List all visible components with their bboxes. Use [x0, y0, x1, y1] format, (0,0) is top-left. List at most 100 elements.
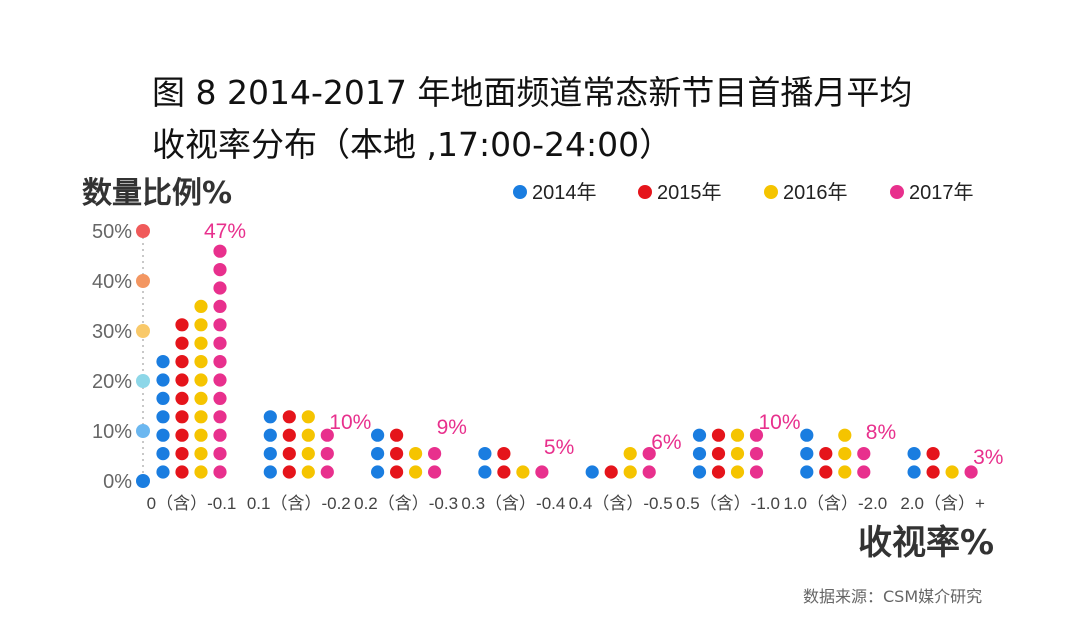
data-dot: [301, 465, 315, 479]
data-label: 10%: [329, 411, 371, 434]
data-label: 8%: [866, 421, 896, 444]
y-tick-marker: [136, 274, 150, 288]
data-dot: [194, 410, 208, 424]
data-dot: [263, 410, 277, 424]
data-dot: [156, 410, 170, 424]
data-dot: [692, 428, 707, 442]
data-dot: [213, 373, 227, 387]
data-dot: [390, 447, 404, 461]
data-dot: [156, 465, 170, 479]
data-dot: [282, 428, 296, 442]
data-dot: [320, 465, 334, 479]
data-dot: [301, 428, 315, 442]
data-dot: [838, 447, 852, 461]
data-dot: [175, 373, 189, 387]
data-dot: [711, 428, 726, 442]
legend-label: 2017年: [909, 181, 974, 204]
data-dot: [194, 465, 208, 479]
data-label: 9%: [437, 416, 467, 439]
data-dot: [263, 465, 277, 479]
data-dot: [516, 465, 530, 479]
data-dot: [194, 299, 208, 313]
data-dot: [907, 465, 921, 479]
data-dot: [409, 447, 423, 461]
data-label: 3%: [973, 446, 1003, 469]
data-dot: [213, 428, 227, 442]
data-dot: [497, 465, 511, 479]
legend-marker: [890, 185, 904, 199]
data-dot: [478, 447, 492, 461]
y-tick-label: 50%: [92, 221, 132, 243]
data-dot: [175, 410, 189, 424]
data-dot: [926, 447, 940, 461]
data-dot: [175, 355, 189, 369]
data-dot: [945, 465, 959, 479]
legend-label: 2015年: [657, 181, 722, 204]
data-dot: [926, 465, 940, 479]
chart-title-line1: 图 8 2014-2017 年地面频道常态新节目首播月平均: [152, 73, 913, 112]
data-dot: [838, 465, 852, 479]
y-tick-label: 20%: [92, 371, 132, 393]
y-axis-label: 数量比例%: [82, 176, 233, 211]
data-dot: [213, 281, 227, 295]
data-dot: [213, 447, 227, 461]
x-tick-label: 0.1（含）-0.2: [247, 494, 351, 513]
data-dot: [156, 373, 170, 387]
data-dot: [263, 428, 277, 442]
data-dot: [800, 428, 814, 442]
data-dot: [320, 447, 334, 461]
data-dot: [907, 447, 921, 461]
data-dot: [213, 391, 227, 405]
data-dot: [692, 447, 707, 461]
data-dot: [857, 465, 871, 479]
data-dot: [478, 465, 492, 479]
data-dot: [213, 299, 227, 313]
data-dot: [390, 465, 404, 479]
data-dot: [623, 465, 637, 479]
legend-marker: [638, 185, 652, 199]
x-tick-label: 0（含）-0.1: [147, 494, 237, 513]
data-dot: [371, 428, 385, 442]
data-dot: [749, 465, 764, 479]
data-dot: [194, 318, 208, 332]
data-dot: [194, 355, 208, 369]
data-dot: [390, 428, 404, 442]
data-dot: [711, 465, 726, 479]
data-dot: [301, 447, 315, 461]
y-tick-marker: [136, 424, 150, 438]
data-dot: [585, 465, 599, 479]
data-dot: [711, 447, 726, 461]
data-dot: [175, 336, 189, 350]
x-tick-label: 0.3（含）-0.4: [461, 494, 565, 513]
data-dot: [604, 465, 618, 479]
data-dot: [213, 263, 227, 277]
data-label: 6%: [651, 431, 681, 454]
y-tick-label: 0%: [103, 471, 132, 493]
y-tick-label: 10%: [92, 421, 132, 443]
data-dot: [371, 447, 385, 461]
data-dot: [213, 410, 227, 424]
y-tick-label: 40%: [92, 271, 132, 293]
data-dot: [857, 447, 871, 461]
data-label: 10%: [759, 411, 801, 434]
data-dot: [838, 428, 852, 442]
data-dot: [964, 465, 978, 479]
data-dot: [156, 428, 170, 442]
data-dot: [194, 428, 208, 442]
data-dot: [535, 465, 549, 479]
data-dot: [409, 465, 423, 479]
source-note: 数据来源：CSM媒介研究: [803, 587, 983, 606]
legend-marker: [513, 185, 527, 199]
data-dot: [749, 428, 764, 442]
data-dot: [623, 447, 637, 461]
chart-title-line2: 收视率分布（本地 ,17:00-24:00）: [152, 125, 673, 164]
x-axis-label: 收视率%: [858, 523, 995, 563]
legend-label: 2014年: [532, 181, 597, 204]
data-dot: [175, 465, 189, 479]
data-dot: [194, 447, 208, 461]
data-dot: [213, 465, 227, 479]
data-dot: [156, 355, 170, 369]
data-dot: [642, 447, 656, 461]
data-dot: [428, 465, 442, 479]
